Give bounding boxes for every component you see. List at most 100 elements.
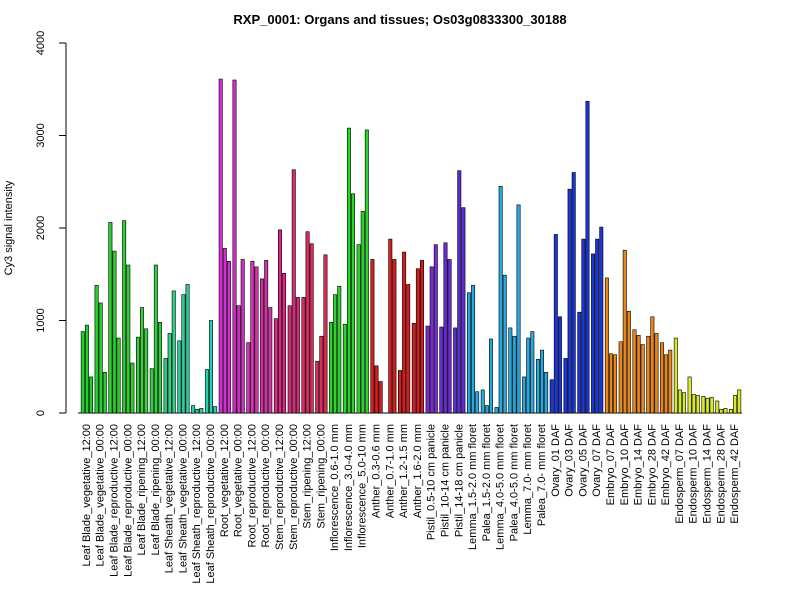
y-tick-label: 4000: [35, 31, 47, 55]
x-tick-label: Pistil_0.5-10 cm panicle: [426, 424, 438, 540]
bar: [135, 336, 140, 414]
bar: [535, 359, 540, 414]
bar: [287, 305, 292, 414]
bar: [599, 226, 604, 414]
x-tick-label: Palea_4.0-5.0 mm floret: [508, 424, 520, 541]
x-tick-label: Inflorescence_3.0-4.0 mm: [343, 424, 355, 551]
x-tick-label: Root_vegetative_00:00: [233, 424, 245, 537]
bar: [701, 396, 706, 414]
bar: [218, 78, 223, 414]
x-tick-label: Leaf Blade_vegetative_12:00: [81, 424, 93, 567]
bar: [577, 311, 582, 414]
bar: [466, 292, 471, 414]
x-tick-label: Leaf Blade_ripening_00:00: [150, 424, 162, 556]
bar: [236, 305, 241, 414]
bar: [471, 285, 476, 414]
x-tick-label: Leaf Blade_vegetative_00:00: [95, 424, 107, 567]
bar: [295, 297, 300, 414]
bar: [636, 334, 641, 414]
y-tick-label: 2000: [35, 216, 47, 240]
y-axis-title: Cy3 signal intensity: [3, 180, 15, 275]
bar: [209, 320, 214, 414]
bar: [737, 389, 742, 414]
bar: [660, 342, 665, 414]
bar: [222, 248, 227, 414]
bar: [709, 396, 714, 414]
bar: [98, 302, 103, 414]
x-tick-label: Inflorescence_0.6-1.0 mm: [329, 424, 341, 551]
bar: [264, 260, 269, 414]
bar: [484, 405, 489, 414]
bar: [733, 395, 738, 414]
bar: [315, 360, 320, 414]
bar: [177, 340, 182, 414]
x-tick-label: Stem_ripening_12:00: [302, 424, 314, 529]
x-tick-label: Root_reproductive_00:00: [260, 424, 272, 548]
bar: [167, 333, 172, 414]
bar: [199, 408, 204, 414]
x-tick-label: Embryo_10 DAF: [619, 424, 631, 506]
x-tick-label: Stem_reproductive_00:00: [288, 424, 300, 550]
x-tick-label: Embryo_07 DAF: [605, 424, 617, 506]
bar: [530, 331, 535, 414]
bar: [687, 376, 692, 414]
bar: [691, 394, 696, 414]
bar: [337, 285, 342, 414]
bar: [374, 365, 379, 414]
bar: [508, 327, 513, 414]
x-tick-label: Endosperm_07 DAF: [674, 424, 686, 524]
bar: [406, 284, 411, 414]
bar: [291, 169, 296, 414]
bar: [181, 294, 186, 414]
bar: [677, 389, 682, 414]
bar: [250, 260, 255, 414]
bar: [705, 397, 710, 414]
bar: [163, 358, 168, 414]
bar: [654, 333, 659, 414]
bar: [608, 353, 613, 414]
bar: [682, 392, 687, 414]
bar: [89, 376, 93, 414]
bar: [213, 406, 218, 414]
bar: [356, 244, 361, 414]
bar: [108, 222, 113, 414]
chart-title: RXP_0001: Organs and tissues; Os03g08333…: [233, 12, 566, 27]
x-tick-label: Ovary_07 DAF: [591, 424, 603, 497]
bar: [80, 331, 85, 414]
bar: [640, 344, 645, 414]
bar: [260, 278, 265, 414]
bar: [557, 316, 562, 414]
bar: [540, 349, 544, 414]
x-axis-labels: Leaf Blade_vegetative_12:00 Leaf Blade_ve…: [81, 424, 741, 584]
x-tick-label: Leaf Sheath_reproductive_00:00: [205, 424, 217, 584]
bar: [443, 242, 448, 414]
bar: [102, 371, 107, 414]
bar: [333, 294, 338, 414]
bar: [429, 266, 434, 414]
x-tick-label: Embryo_42 DAF: [660, 424, 672, 506]
bar: [498, 186, 503, 414]
x-tick-label: Endosperm_42 DAF: [729, 424, 741, 524]
bar: [719, 408, 724, 414]
x-tick-label: Anther_0.3-0.6 mm: [371, 424, 383, 518]
bar: [402, 251, 407, 414]
bar: [246, 342, 251, 414]
bar: [729, 408, 733, 414]
x-tick-label: Anther_0.7-1.0 mm: [384, 424, 396, 518]
x-tick-label: Anther_1.6-2.0 mm: [412, 424, 424, 518]
x-tick-label: Ovary_05 DAF: [577, 424, 589, 497]
bar: [549, 379, 554, 414]
bars: [80, 78, 742, 414]
bar: [475, 391, 480, 414]
bar: [447, 259, 452, 414]
x-tick-label: Root_vegetative_12:00: [219, 424, 231, 537]
bar: [526, 337, 531, 414]
y-tick-label: 3000: [35, 123, 47, 147]
bar: [268, 307, 273, 414]
x-tick-label: Leaf Blade_reproductive_00:00: [122, 424, 134, 577]
bar: [370, 259, 375, 414]
bar: [388, 238, 393, 414]
bar: [226, 260, 231, 414]
bar: [415, 268, 420, 414]
